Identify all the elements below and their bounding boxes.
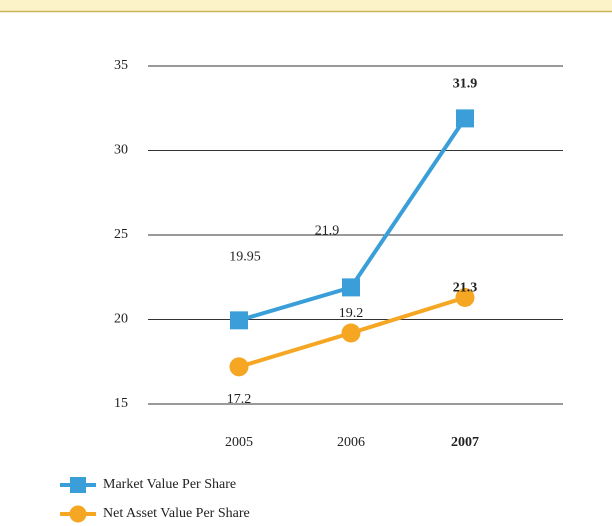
x-tick-label: 2006 — [337, 435, 365, 450]
top-band — [0, 0, 612, 11]
marker — [341, 323, 361, 343]
value-label: 19.95 — [229, 250, 261, 265]
x-tick-label: 2007 — [451, 435, 479, 450]
y-tick-label: 35 — [114, 58, 128, 73]
value-label: 19.2 — [339, 306, 364, 321]
x-tick-label: 2005 — [225, 435, 253, 450]
legend-marker — [70, 477, 86, 493]
legend-label: Net Asset Value Per Share — [103, 506, 250, 521]
marker — [230, 311, 248, 330]
y-tick-label: 15 — [114, 396, 128, 411]
value-label: 21.9 — [315, 224, 340, 239]
marker — [456, 109, 474, 128]
legend-marker — [69, 505, 87, 523]
y-tick-label: 20 — [114, 312, 128, 327]
marker — [229, 357, 249, 377]
y-tick-label: 25 — [114, 227, 128, 242]
legend-label: Market Value Per Share — [103, 477, 236, 492]
y-tick-label: 30 — [114, 143, 128, 158]
value-label: 17.2 — [227, 392, 252, 407]
value-label: 31.9 — [453, 77, 478, 92]
value-label: 21.3 — [453, 281, 478, 296]
marker — [455, 288, 475, 308]
marker — [342, 278, 360, 297]
